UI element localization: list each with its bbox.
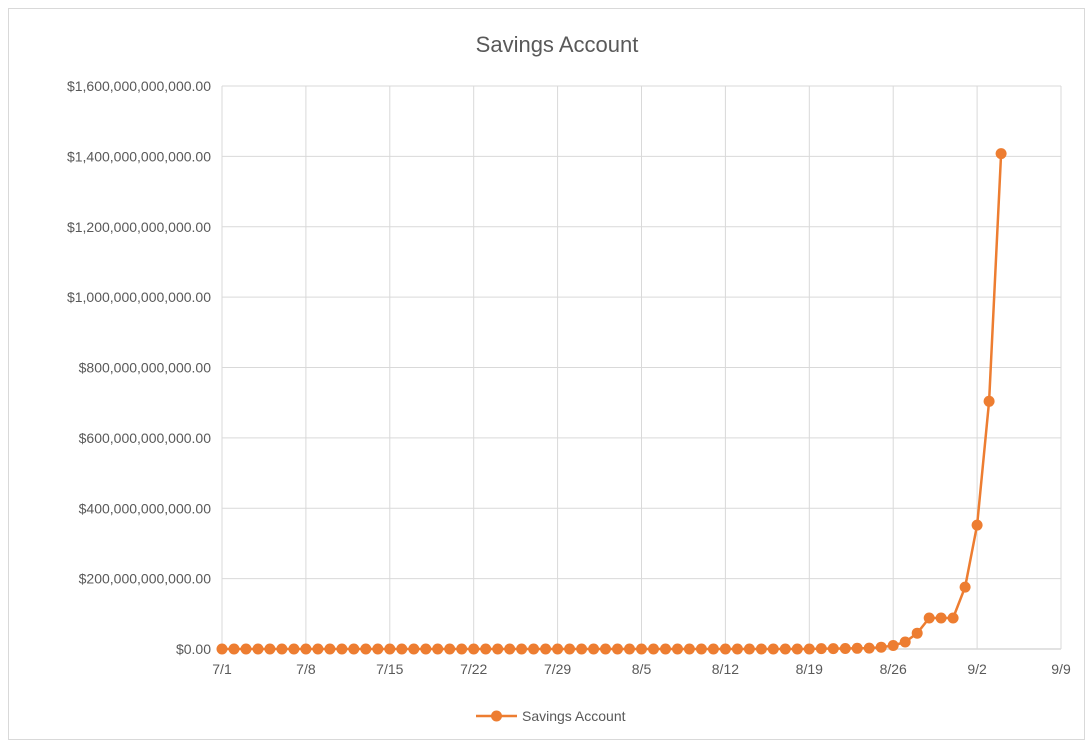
y-tick-label: $600,000,000,000.00 bbox=[79, 430, 212, 446]
data-point bbox=[743, 643, 755, 655]
legend-label: Savings Account bbox=[522, 708, 626, 724]
y-axis-ticks: $0.00 $200,000,000,000.00 $400,000,000,000… bbox=[67, 78, 211, 657]
data-point bbox=[935, 612, 947, 624]
data-point bbox=[815, 643, 827, 655]
data-point bbox=[947, 612, 959, 624]
data-point bbox=[923, 612, 935, 624]
data-point bbox=[228, 643, 240, 655]
data-point bbox=[791, 643, 803, 655]
x-tick-label: 7/1 bbox=[212, 661, 232, 677]
data-point bbox=[851, 642, 863, 654]
y-tick-label: $1,000,000,000,000.00 bbox=[67, 289, 211, 305]
data-point bbox=[911, 627, 923, 639]
chart-frame: Savings Account $0.00 $200,000,000,000.00… bbox=[8, 8, 1085, 740]
y-tick-label: $400,000,000,000.00 bbox=[79, 500, 212, 516]
data-point bbox=[396, 643, 408, 655]
data-point bbox=[288, 643, 300, 655]
y-tick-label: $200,000,000,000.00 bbox=[79, 571, 212, 587]
data-point bbox=[995, 148, 1007, 160]
data-point bbox=[683, 643, 695, 655]
grid-lines bbox=[221, 85, 1062, 650]
data-point bbox=[276, 643, 288, 655]
data-point bbox=[695, 643, 707, 655]
data-point bbox=[600, 643, 611, 655]
x-tick-label: 9/9 bbox=[1051, 661, 1071, 677]
data-point bbox=[252, 643, 264, 655]
data-point bbox=[660, 643, 671, 655]
legend: Savings Account bbox=[476, 708, 626, 724]
y-tick-label: $1,200,000,000,000.00 bbox=[67, 219, 211, 235]
data-point bbox=[444, 643, 456, 655]
data-point bbox=[707, 643, 719, 655]
data-point bbox=[827, 643, 839, 655]
data-point bbox=[300, 643, 312, 655]
data-point bbox=[839, 643, 851, 654]
data-point bbox=[408, 643, 420, 655]
data-point bbox=[636, 643, 647, 655]
data-point bbox=[528, 643, 540, 655]
x-tick-label: 8/5 bbox=[632, 661, 652, 677]
data-point bbox=[384, 643, 396, 655]
chart-title: Savings Account bbox=[476, 32, 639, 57]
series-layer bbox=[216, 148, 1007, 655]
data-point bbox=[863, 642, 875, 654]
x-tick-label: 7/8 bbox=[296, 661, 316, 677]
data-point bbox=[468, 643, 480, 655]
data-point bbox=[576, 643, 588, 655]
x-tick-label: 7/22 bbox=[460, 661, 487, 677]
y-tick-label: $1,600,000,000,000.00 bbox=[67, 78, 211, 94]
data-point bbox=[348, 643, 360, 655]
data-point bbox=[803, 643, 815, 655]
data-point bbox=[504, 643, 516, 655]
x-tick-label: 9/2 bbox=[967, 661, 987, 677]
data-point bbox=[719, 643, 731, 655]
x-tick-label: 7/29 bbox=[544, 661, 571, 677]
data-point bbox=[971, 519, 983, 531]
data-point bbox=[899, 636, 911, 648]
data-point bbox=[432, 643, 444, 655]
data-point bbox=[540, 643, 552, 655]
data-point bbox=[456, 643, 468, 655]
data-point bbox=[264, 643, 276, 655]
data-point bbox=[552, 643, 564, 655]
data-point bbox=[324, 643, 336, 655]
data-point bbox=[372, 643, 384, 655]
data-point bbox=[492, 643, 504, 655]
data-point bbox=[767, 643, 779, 655]
y-tick-label: $1,400,000,000,000.00 bbox=[67, 148, 211, 164]
data-point bbox=[564, 643, 576, 655]
data-point bbox=[360, 643, 372, 655]
y-tick-label: $0.00 bbox=[176, 641, 211, 657]
x-tick-label: 8/19 bbox=[796, 661, 823, 677]
x-tick-label: 8/12 bbox=[712, 661, 739, 677]
data-point bbox=[612, 643, 623, 655]
series-line bbox=[222, 153, 1003, 651]
data-point bbox=[624, 643, 635, 655]
data-point bbox=[420, 643, 432, 655]
x-tick-label: 7/15 bbox=[376, 661, 403, 677]
data-point bbox=[731, 643, 743, 655]
data-point bbox=[672, 643, 683, 655]
data-point bbox=[779, 643, 791, 655]
line-chart: Savings Account $0.00 $200,000,000,000.00… bbox=[67, 32, 1071, 724]
data-point bbox=[336, 643, 348, 655]
data-point bbox=[648, 643, 659, 655]
data-point bbox=[875, 641, 887, 653]
data-point bbox=[983, 395, 995, 407]
data-point bbox=[312, 643, 324, 655]
data-point bbox=[240, 643, 252, 655]
y-tick-label: $800,000,000,000.00 bbox=[79, 360, 212, 376]
data-point bbox=[588, 643, 600, 655]
data-point bbox=[887, 640, 899, 651]
data-point bbox=[755, 643, 767, 655]
x-tick-label: 8/26 bbox=[880, 661, 907, 677]
x-axis-ticks: 7/1 7/8 7/15 7/22 7/29 8/5 8/12 8/19 8/26 9/2 9/9 bbox=[212, 661, 1071, 677]
data-point bbox=[216, 643, 228, 655]
data-point bbox=[959, 581, 971, 593]
data-point bbox=[516, 643, 528, 655]
legend-marker bbox=[491, 710, 502, 722]
data-point bbox=[480, 643, 492, 655]
